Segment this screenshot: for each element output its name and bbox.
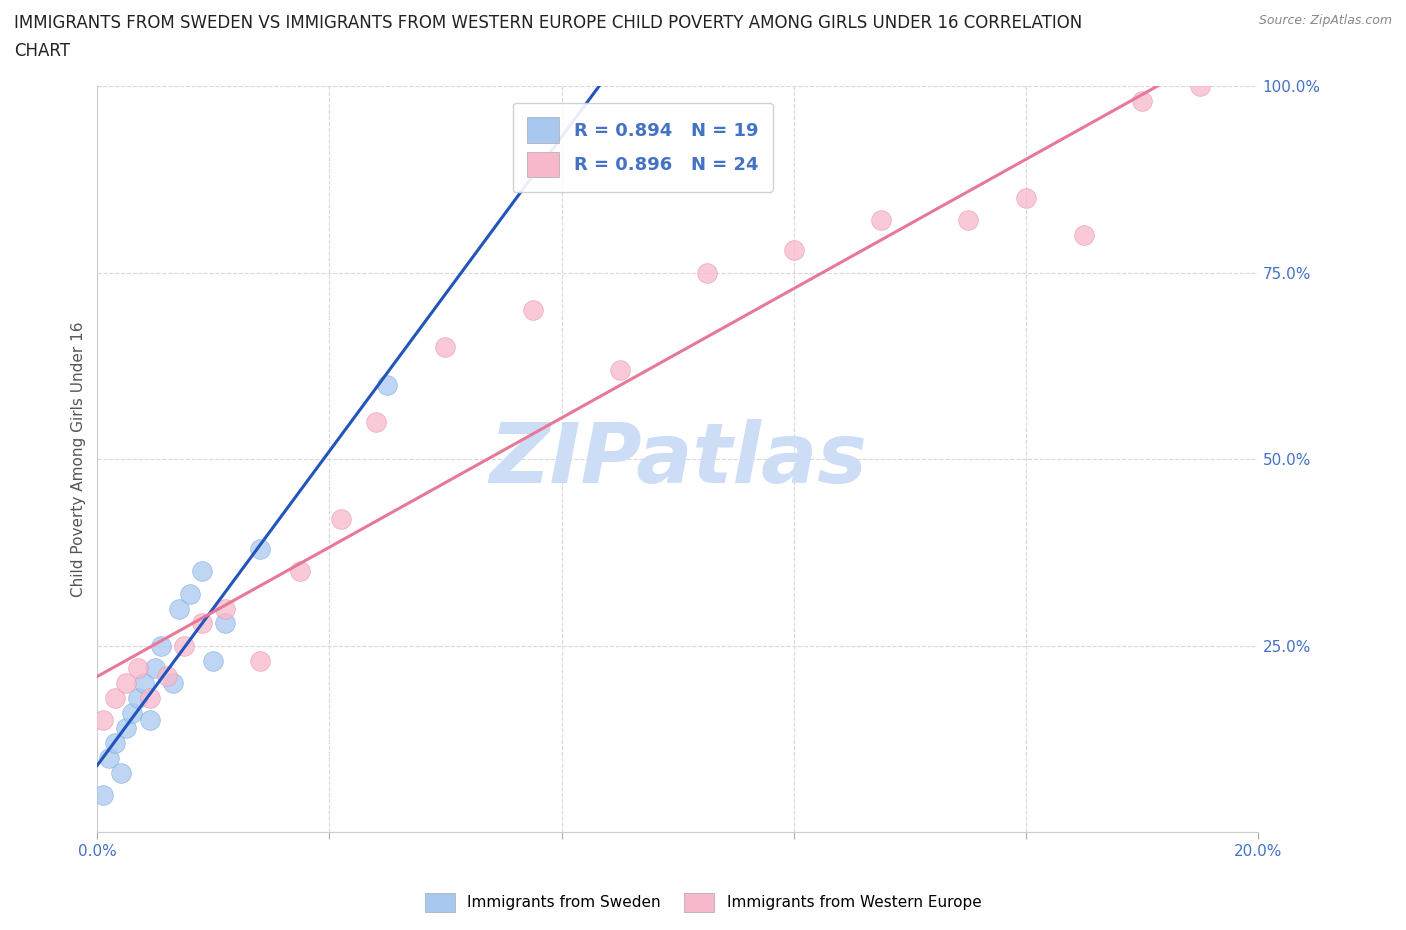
- Point: [191, 564, 214, 578]
- Point: [202, 653, 225, 668]
- Point: [104, 691, 127, 706]
- Point: [162, 676, 184, 691]
- Point: [377, 378, 399, 392]
- Point: [1130, 94, 1153, 109]
- Point: [609, 363, 631, 378]
- Point: [167, 601, 190, 616]
- Point: [91, 713, 114, 728]
- Point: [782, 243, 804, 258]
- Text: CHART: CHART: [14, 42, 70, 60]
- Point: [1015, 191, 1038, 206]
- Point: [91, 788, 114, 803]
- Point: [956, 213, 979, 228]
- Point: [1188, 79, 1211, 94]
- Point: [249, 653, 271, 668]
- Legend: R = 0.894   N = 19, R = 0.896   N = 24: R = 0.894 N = 19, R = 0.896 N = 24: [513, 102, 773, 192]
- Point: [127, 661, 149, 676]
- Point: [145, 661, 167, 676]
- Y-axis label: Child Poverty Among Girls Under 16: Child Poverty Among Girls Under 16: [72, 322, 86, 597]
- Point: [138, 691, 160, 706]
- Point: [1073, 228, 1095, 243]
- Point: [156, 669, 179, 684]
- Text: IMMIGRANTS FROM SWEDEN VS IMMIGRANTS FROM WESTERN EUROPE CHILD POVERTY AMONG GIR: IMMIGRANTS FROM SWEDEN VS IMMIGRANTS FRO…: [14, 14, 1083, 32]
- Point: [179, 586, 201, 601]
- Text: ZIPatlas: ZIPatlas: [489, 418, 866, 499]
- Point: [97, 751, 120, 765]
- Point: [290, 564, 312, 578]
- Legend: Immigrants from Sweden, Immigrants from Western Europe: Immigrants from Sweden, Immigrants from …: [419, 887, 987, 918]
- Point: [434, 339, 457, 354]
- Point: [127, 691, 149, 706]
- Point: [364, 415, 387, 430]
- Text: Source: ZipAtlas.com: Source: ZipAtlas.com: [1258, 14, 1392, 27]
- Point: [121, 706, 143, 721]
- Point: [696, 265, 718, 280]
- Point: [330, 512, 353, 526]
- Point: [110, 765, 132, 780]
- Point: [115, 721, 138, 736]
- Point: [214, 601, 236, 616]
- Point: [150, 638, 173, 653]
- Point: [173, 638, 195, 653]
- Point: [214, 616, 236, 631]
- Point: [191, 616, 214, 631]
- Point: [138, 713, 160, 728]
- Point: [132, 676, 155, 691]
- Point: [104, 736, 127, 751]
- Point: [522, 302, 544, 317]
- Point: [869, 213, 891, 228]
- Point: [249, 541, 271, 556]
- Point: [115, 676, 138, 691]
